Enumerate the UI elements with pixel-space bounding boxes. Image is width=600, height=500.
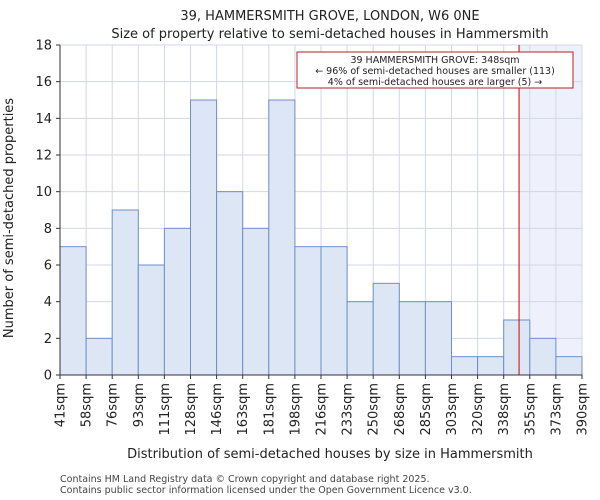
bar [59,246,87,376]
x-tick-label: 128sqm [184,383,199,436]
annotation-line-1: 39 HAMMERSMITH GROVE: 348sqm [350,55,519,66]
y-tick-labels: 0 2 4 6 8 10 12 14 16 18 [35,39,60,384]
bar [294,246,322,376]
annotation-line-2: ← 96% of semi-detached houses are smalle… [315,66,555,77]
bar [137,264,165,376]
x-tick-label: 216sqm [315,383,330,436]
annotation-box: 39 HAMMERSMITH GROVE: 348sqm ← 96% of se… [296,51,574,89]
x-tick-label: 146sqm [210,383,225,436]
annotation-line-3: 4% of semi-detached houses are larger (5… [328,77,542,88]
bar [190,99,218,376]
x-tick-label: 355sqm [523,383,538,436]
y-tick-label: 4 [44,295,52,310]
x-tick-label: 373sqm [549,383,564,436]
bar [503,319,531,376]
x-tick-label: 338sqm [497,383,512,436]
bar [216,191,244,376]
y-tick-label: 14 [35,112,52,127]
x-tick-label: 320sqm [471,383,486,436]
x-tick-label: 93sqm [132,383,147,427]
bar [111,209,139,376]
x-tick-label: 198sqm [288,383,303,436]
y-tick-label: 12 [35,149,52,164]
x-tick-label: 233sqm [341,383,356,436]
bar [398,301,426,376]
bar [424,301,452,376]
x-axis-label: Distribution of semi-detached houses by … [127,447,533,462]
footer-line-1: Contains HM Land Registry data © Crown c… [60,474,430,485]
x-tick-label: 250sqm [367,383,382,436]
bar [529,337,557,376]
x-tick-label: 181sqm [262,383,277,436]
bar [477,356,505,376]
x-tick-label: 268sqm [393,383,408,436]
footer-line-2: Contains public sector information licen… [60,485,472,496]
x-tick-label: 111sqm [158,383,173,436]
x-tick-label: 303sqm [445,383,460,436]
y-tick-label: 10 [35,185,52,200]
bar [242,227,270,376]
bar [320,246,348,376]
bar [451,356,479,376]
bar [346,301,374,376]
bar [555,356,583,376]
bars [59,99,583,376]
bar [372,282,400,376]
x-tick-label: 285sqm [419,383,434,436]
y-tick-label: 16 [35,75,52,90]
y-tick-label: 18 [35,39,52,54]
x-tick-label: 41sqm [54,383,69,427]
y-tick-label: 6 [44,259,52,274]
chart-subtitle: Size of property relative to semi-detach… [111,27,548,42]
x-tick-labels: 41sqm 58sqm 76sqm 93sqm 111sqm 128sqm 146sqm 16… [54,375,591,436]
bar [163,227,191,376]
y-tick-label: 2 [44,332,52,347]
x-tick-label: 76sqm [106,383,121,427]
x-tick-label: 58sqm [80,383,95,427]
y-tick-label: 0 [44,369,52,384]
bar [85,337,113,376]
x-tick-label: 390sqm [576,383,591,436]
y-axis-label: Number of semi-detached properties [2,98,17,338]
bar [268,99,296,376]
x-tick-label: 163sqm [236,383,251,436]
annotation-frame [296,51,574,89]
y-tick-label: 8 [44,222,52,237]
chart-title: 39, HAMMERSMITH GROVE, LONDON, W6 0NE [180,9,479,24]
